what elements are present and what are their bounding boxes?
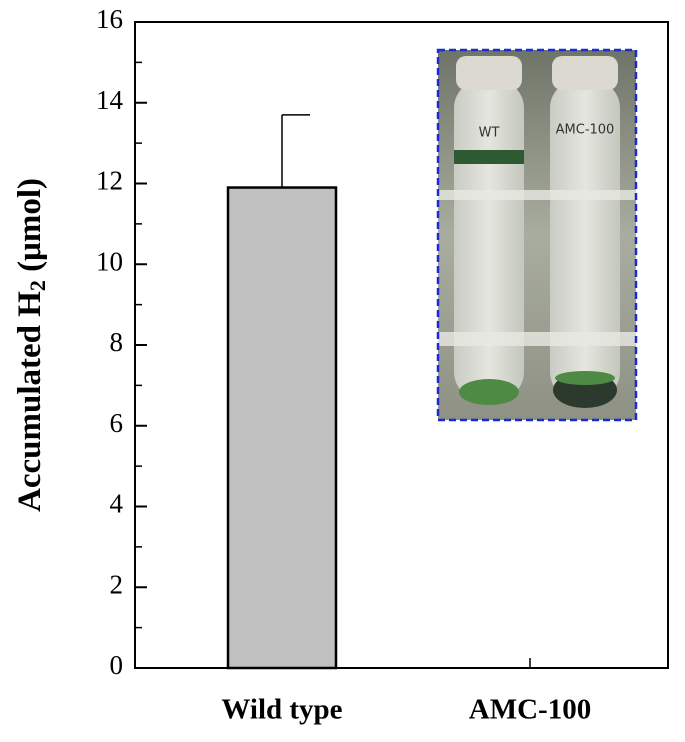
y-tick-label: 4	[110, 489, 124, 519]
y-tick-label: 2	[110, 569, 124, 599]
inset-label: AMC-100	[556, 123, 615, 138]
y-tick-label: 10	[96, 246, 123, 276]
y-tick-label: 14	[96, 85, 124, 115]
x-tick-label: Wild type	[221, 694, 342, 726]
inset-label: WT	[479, 126, 500, 141]
bar	[226, 186, 338, 670]
y-tick-label: 12	[96, 166, 123, 196]
y-tick-label: 0	[110, 650, 124, 680]
y-label-subscript: 2	[25, 280, 50, 291]
y-label-part: (μmol)	[12, 178, 48, 280]
y-tick-label: 6	[110, 408, 124, 438]
inset-photo: WT AMC-100	[436, 48, 638, 422]
y-axis-label: Accumulated H2 (μmol)	[12, 178, 50, 512]
x-tick-label: AMC-100	[469, 694, 591, 726]
y-label-part: Accumulated H	[12, 291, 48, 512]
y-tick-label: 8	[110, 327, 124, 357]
y-tick-label: 16	[96, 4, 123, 34]
